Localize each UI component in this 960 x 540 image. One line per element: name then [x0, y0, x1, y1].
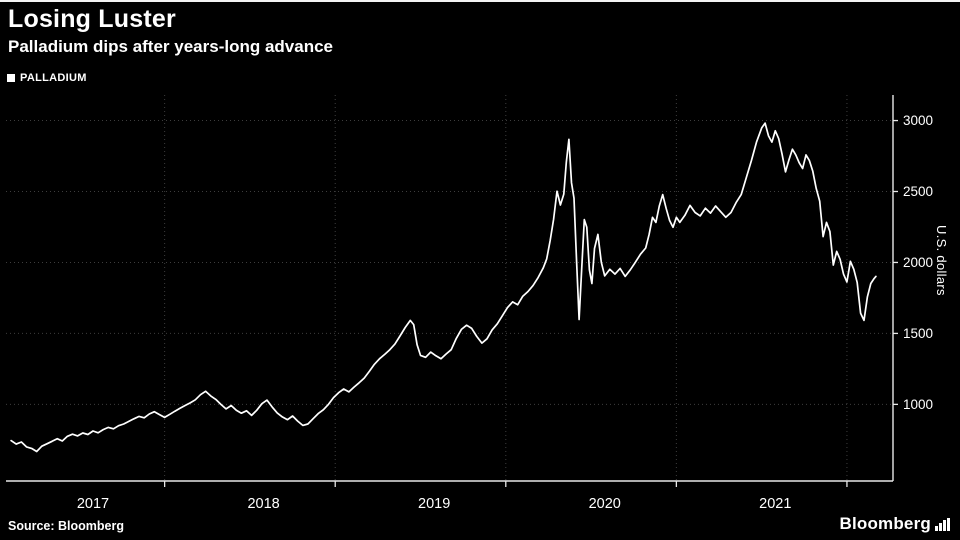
top-divider: [0, 0, 960, 2]
y-tick-label: 2000: [903, 255, 933, 270]
legend: PALLADIUM: [7, 72, 87, 84]
palladium-series-line: [10, 122, 877, 453]
y-axis-title: U.S. dollars: [934, 225, 949, 296]
chart-subtitle: Palladium dips after years-long advance: [8, 37, 334, 56]
x-tick-label: 2021: [759, 496, 791, 512]
x-tick-label: 2019: [418, 496, 450, 512]
y-tick-label: 2500: [903, 184, 933, 199]
y-tick-label: 3000: [903, 113, 933, 128]
x-tick-label: 2020: [589, 496, 621, 512]
y-tick-label: 1500: [903, 326, 933, 341]
x-tick-label: 2018: [247, 496, 279, 512]
source-text: Source: Bloomberg: [8, 519, 124, 533]
legend-swatch-icon: [7, 74, 15, 82]
x-tick-label: 2017: [77, 496, 109, 512]
bloomberg-bars-icon: [935, 517, 950, 531]
bloomberg-wordmark: Bloomberg: [839, 514, 931, 533]
legend-label: PALLADIUM: [20, 72, 87, 84]
bloomberg-logo: Bloomberg: [839, 514, 950, 534]
chart-title: Losing Luster: [8, 5, 176, 33]
y-tick-label: 1000: [903, 397, 933, 412]
